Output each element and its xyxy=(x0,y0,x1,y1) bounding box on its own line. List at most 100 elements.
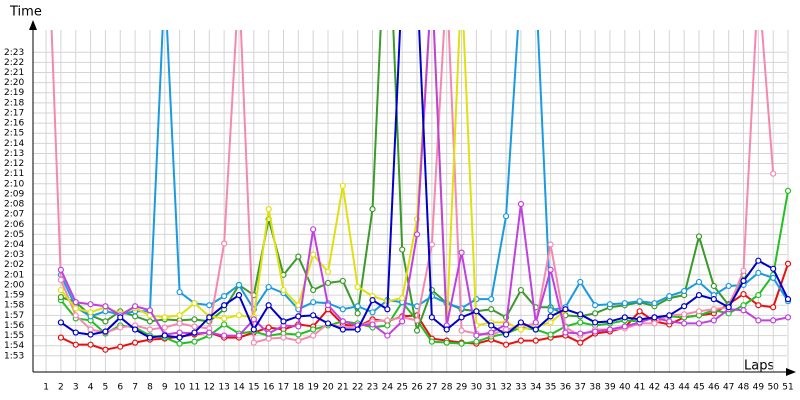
point xyxy=(161,314,168,321)
point xyxy=(532,326,539,333)
point xyxy=(295,337,302,344)
y-axis-label: Time xyxy=(9,5,42,20)
point xyxy=(547,241,554,248)
point xyxy=(310,226,317,233)
x-tick-label: 44 xyxy=(678,383,690,393)
point xyxy=(72,329,79,336)
point xyxy=(250,316,257,323)
x-tick-label: 2 xyxy=(58,383,64,393)
y-arrow xyxy=(29,20,37,30)
y-tick-label: 2:00 xyxy=(4,280,24,290)
point xyxy=(428,314,435,321)
point xyxy=(621,314,628,321)
x-tick-label: 34 xyxy=(530,383,542,393)
x-tick-label: 28 xyxy=(441,383,453,393)
y-tick-label: 2:14 xyxy=(4,139,24,149)
point xyxy=(740,267,747,274)
point xyxy=(695,308,703,315)
y-tick-label: 1:57 xyxy=(4,311,24,321)
point xyxy=(191,316,198,323)
point xyxy=(547,266,554,273)
point xyxy=(117,314,124,321)
point xyxy=(102,328,109,335)
y-tick-label: 1:56 xyxy=(4,321,24,331)
point xyxy=(221,332,228,339)
point xyxy=(87,301,94,308)
point xyxy=(206,314,213,321)
x-tick-label: 43 xyxy=(664,383,675,393)
point xyxy=(265,324,272,331)
x-tick-label: 26 xyxy=(411,383,423,393)
point xyxy=(310,299,317,306)
point xyxy=(458,314,465,321)
point xyxy=(265,205,272,213)
point xyxy=(666,312,673,319)
point xyxy=(265,283,272,291)
point xyxy=(621,300,628,307)
point xyxy=(651,300,658,307)
point xyxy=(636,316,643,323)
point xyxy=(517,337,525,344)
y-tick-label: 2:09 xyxy=(4,189,24,199)
point xyxy=(755,269,762,276)
point xyxy=(606,318,614,325)
point xyxy=(161,324,168,331)
point xyxy=(310,312,317,319)
y-tick-label: 2:01 xyxy=(4,270,24,280)
x-tick-label: 9 xyxy=(162,383,168,393)
y-tick-label: 2:20 xyxy=(4,78,24,88)
y-tick-label: 2:03 xyxy=(4,250,24,260)
y-tick-label: 1:53 xyxy=(4,351,24,361)
point xyxy=(740,277,747,285)
x-tick-label: 41 xyxy=(634,383,645,393)
x-tick-label: 35 xyxy=(545,383,556,393)
point xyxy=(547,331,554,338)
point xyxy=(755,317,762,324)
y-tick-label: 2:12 xyxy=(4,159,24,169)
point xyxy=(176,312,183,319)
point xyxy=(265,335,272,342)
x-tick-label: 18 xyxy=(293,383,305,393)
point xyxy=(488,329,495,336)
point xyxy=(280,286,287,294)
point xyxy=(784,296,792,303)
point xyxy=(310,332,317,339)
point xyxy=(131,303,139,310)
x-tick-label: 29 xyxy=(456,383,468,393)
point xyxy=(592,310,599,317)
y-tick-label: 2:07 xyxy=(4,210,24,220)
x-tick-label: 27 xyxy=(426,383,437,393)
point xyxy=(369,205,376,213)
point xyxy=(488,306,495,313)
y-tick-label: 2:16 xyxy=(4,119,24,129)
point xyxy=(57,266,64,273)
point xyxy=(755,302,762,309)
y-tick-label: 2:21 xyxy=(4,68,24,78)
point xyxy=(235,292,243,299)
point xyxy=(502,331,510,338)
point xyxy=(161,332,168,339)
point xyxy=(117,343,124,350)
point xyxy=(606,326,614,333)
point xyxy=(369,297,376,304)
point xyxy=(784,260,792,267)
point xyxy=(473,332,480,339)
point xyxy=(547,319,554,326)
x-tick-label: 25 xyxy=(396,383,407,393)
point xyxy=(57,294,64,301)
point xyxy=(577,278,584,286)
point xyxy=(57,276,64,284)
y-tick-label: 1:58 xyxy=(4,301,24,311)
point xyxy=(131,339,139,346)
point xyxy=(324,268,332,275)
point xyxy=(621,323,628,330)
point xyxy=(755,257,762,264)
point xyxy=(517,200,525,208)
point xyxy=(384,306,391,313)
point xyxy=(399,318,406,325)
x-tick-label: 47 xyxy=(723,383,734,393)
point xyxy=(354,283,361,291)
point xyxy=(517,319,525,326)
point xyxy=(57,286,64,294)
